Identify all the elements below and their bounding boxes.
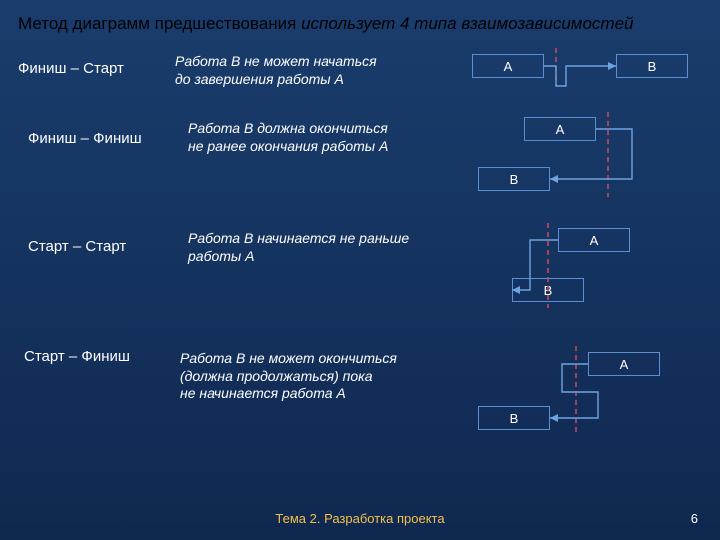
activity-box: А [588,352,660,376]
footer-text: Тема 2. Разработка проекта [0,511,720,526]
title-italic: использует 4 типа взаимозависимостей [301,14,633,33]
dependency-description: Работа В не может начатьсядо завершения … [175,53,377,88]
dependency-description: Работа В должна окончитьсяне ранее оконч… [188,120,388,155]
dependency-type-label: Старт – Старт [28,238,126,255]
page-number: 6 [691,511,698,526]
activity-box: В [616,54,688,78]
activity-box: В [478,167,550,191]
dependency-description: Работа В начинается не раньшеработы А [188,230,409,265]
activity-box: В [478,406,550,430]
activity-box: А [558,228,630,252]
dependency-type-label: Старт – Финиш [24,348,130,365]
slide-title: Метод диаграмм предшествования используе… [18,14,634,34]
activity-box: В [512,278,584,302]
activity-box: А [524,117,596,141]
dependency-type-label: Финиш – Старт [18,60,124,77]
title-plain: Метод диаграмм предшествования [18,14,301,33]
dependency-description: Работа В не может окончиться(должна прод… [180,350,397,403]
activity-box: А [472,54,544,78]
dependency-type-label: Финиш – Финиш [28,130,142,147]
